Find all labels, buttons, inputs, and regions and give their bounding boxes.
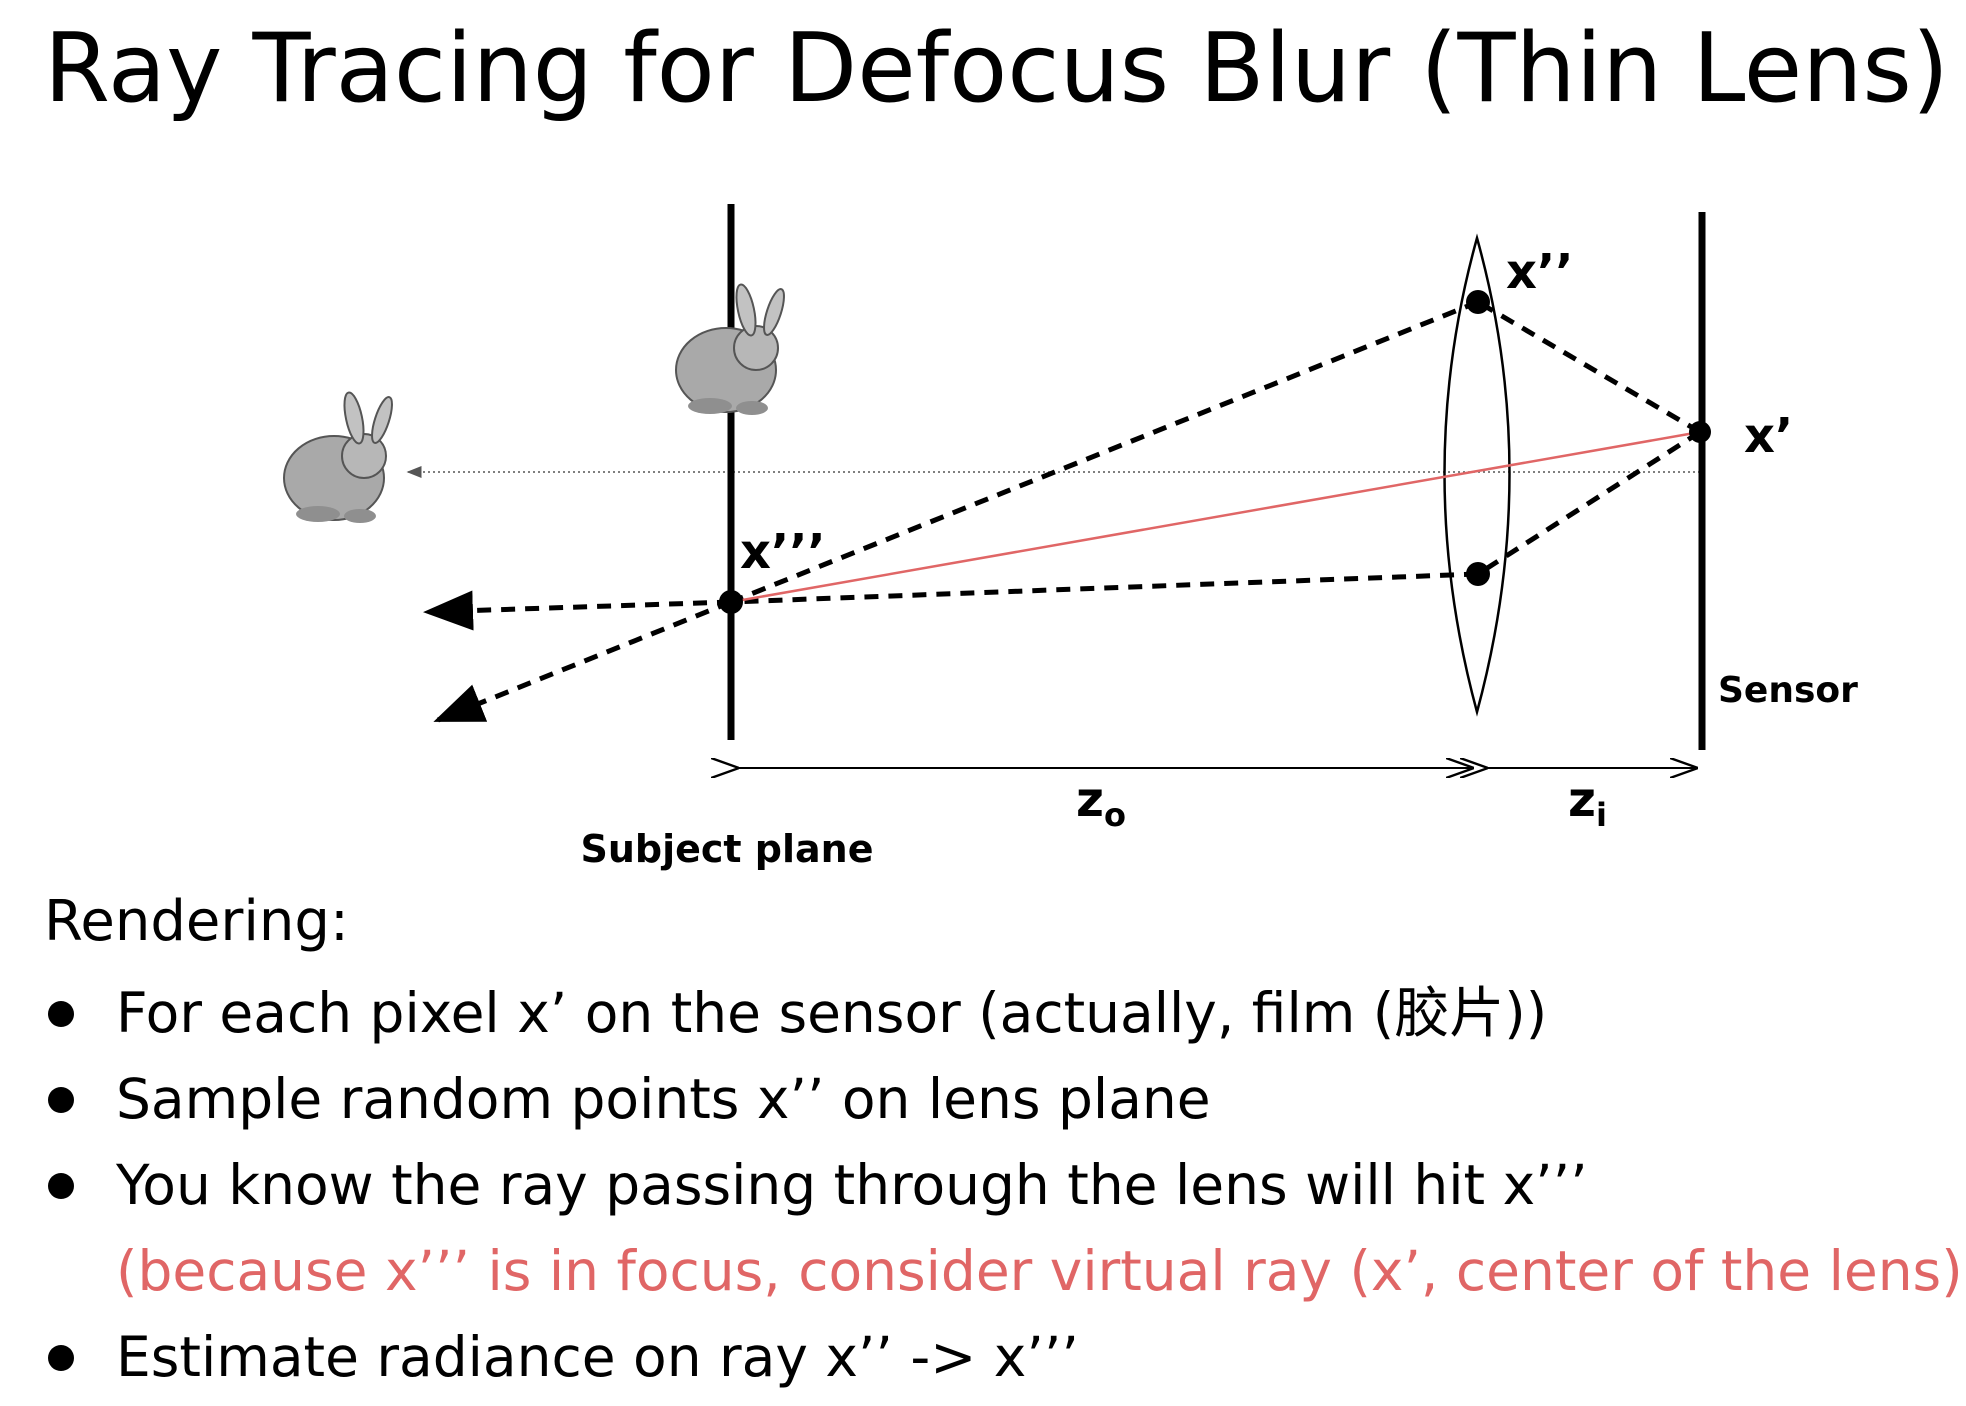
bullet-text: You know the ray passing through the len… bbox=[116, 1153, 1588, 1217]
label-sensor: Sensor bbox=[1718, 670, 1858, 711]
ray-lens-bottom-to-subject bbox=[730, 571, 1479, 605]
bullet-text: Sample random points x’’ on lens plane bbox=[116, 1067, 1211, 1131]
ray-xprime-to-lens-bottom bbox=[1476, 429, 1702, 577]
slide-title: Ray Tracing for Defocus Blur (Thin Lens) bbox=[44, 14, 1949, 124]
list-item: Estimate radiance on ray x’’ -> x’’’ bbox=[44, 1314, 1966, 1400]
label-x-double-prime: x’’ bbox=[1506, 244, 1573, 300]
bullet-text: For each pixel x’ on the sensor (actuall… bbox=[116, 981, 1548, 1045]
bullet-text: Estimate radiance on ray x’’ -> x’’’ bbox=[116, 1325, 1079, 1389]
point-x-prime bbox=[1689, 421, 1711, 443]
dashed-rays bbox=[423, 299, 1702, 723]
rendering-steps-list: For each pixel x’ on the sensor (actuall… bbox=[44, 970, 1966, 1400]
thin-lens bbox=[1443, 233, 1511, 717]
label-x-triple-prime: x’’’ bbox=[740, 524, 826, 580]
label-z-i: zi bbox=[1568, 772, 1607, 834]
list-item: Sample random points x’’ on lens plane bbox=[44, 1056, 1966, 1142]
label-subject-plane: Subject plane bbox=[580, 827, 873, 871]
label-x-prime: x’ bbox=[1744, 408, 1793, 464]
point-x-triple-prime bbox=[719, 590, 743, 614]
label-z-o: zo bbox=[1076, 772, 1126, 834]
list-item: You know the ray passing through the len… bbox=[44, 1142, 1966, 1314]
ray-lens-top-to-subject bbox=[730, 299, 1479, 605]
bunny-near-icon bbox=[675, 283, 785, 415]
bunny-far-icon bbox=[283, 391, 393, 523]
ray-xprime-to-lens-top bbox=[1476, 299, 1702, 435]
virtual-ray bbox=[730, 430, 1701, 604]
ray-extension-upper bbox=[423, 590, 732, 631]
rendering-heading: Rendering: bbox=[44, 889, 349, 954]
list-item: For each pixel x’ on the sensor (actuall… bbox=[44, 970, 1966, 1056]
point-lens-sample-lower bbox=[1466, 562, 1490, 586]
point-x-double-prime bbox=[1466, 290, 1490, 314]
bullet-note: (because x’’’ is in focus, consider virt… bbox=[116, 1239, 1966, 1303]
ray-extension-lower bbox=[433, 599, 732, 723]
